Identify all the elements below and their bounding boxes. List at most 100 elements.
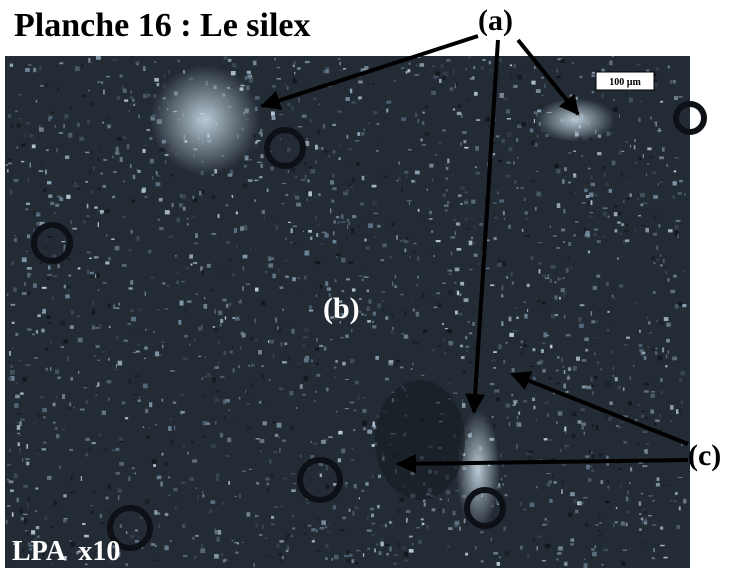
speckle [285,260,288,262]
speckle [360,203,364,206]
speckle [513,85,517,88]
speckle [453,70,454,74]
speckle [194,556,197,559]
speckle [561,358,563,363]
speckle [382,292,385,293]
speckle [510,64,512,66]
speckle [170,174,173,176]
speckle [659,254,661,256]
speckle [278,553,282,555]
speckle [641,415,644,418]
speckle [512,281,514,284]
speckle [456,222,460,225]
speckle [58,88,60,90]
speckle [32,144,36,148]
speckle [297,277,301,279]
speckle [277,268,280,273]
speckle [573,174,576,178]
speckle [336,411,337,413]
speckle [496,397,499,401]
speckle [394,554,399,556]
speckle [602,166,604,169]
speckle [303,337,307,338]
speckle [555,282,557,283]
speckle [316,518,318,520]
speckle [255,523,257,527]
speckle [414,74,419,76]
speckle [94,206,97,208]
speckle [180,194,182,197]
speckle [136,169,139,170]
speckle [33,68,36,72]
speckle [582,427,584,430]
speckle [481,560,484,562]
speckle [275,318,277,323]
speckle [276,225,279,230]
speckle [100,173,102,175]
speckle [472,322,475,326]
speckle [291,473,295,475]
speckle [597,362,598,363]
speckle [517,157,518,159]
speckle [174,425,175,430]
speckle [75,182,77,183]
speckle [624,230,629,232]
speckle [544,438,548,440]
speckle [404,552,408,556]
speckle [359,217,360,218]
speckle [156,172,158,176]
speckle [460,282,464,286]
speckle [26,251,28,252]
speckle [326,388,329,392]
speckle [517,416,518,419]
speckle [534,143,537,147]
speckle [201,325,202,326]
speckle [341,222,345,223]
speckle [55,204,59,207]
speckle [97,157,98,161]
speckle [508,225,511,229]
speckle [28,178,30,182]
speckle [623,387,625,390]
speckle [526,218,528,220]
speckle [653,548,655,552]
speckle [152,459,157,463]
speckle [526,453,531,455]
speckle [7,479,9,480]
speckle [470,78,475,80]
speckle [12,261,14,265]
speckle [548,274,549,278]
speckle [267,483,269,485]
speckle [563,291,567,296]
speckle [637,198,639,201]
speckle [214,398,219,402]
speckle [35,511,38,512]
speckle [557,203,561,208]
speckle [300,294,302,295]
speckle [603,549,608,551]
speckle [603,212,606,217]
speckle [157,83,160,86]
speckle [448,527,452,530]
speckle [647,316,648,318]
speckle [373,111,377,114]
speckle [476,172,480,175]
speckle [35,422,36,425]
speckle [309,305,311,309]
speckle [465,336,467,339]
speckle [152,193,153,195]
speckle [551,265,556,268]
speckle [506,403,511,407]
speckle [557,278,562,281]
speckle [621,561,625,565]
speckle [200,548,205,553]
speckle [458,195,462,197]
speckle [503,483,504,485]
speckle [351,559,354,563]
speckle [17,124,21,128]
speckle [331,200,335,203]
speckle [499,557,501,558]
speckle [218,341,221,345]
speckle [232,63,236,67]
speckle [455,231,456,235]
